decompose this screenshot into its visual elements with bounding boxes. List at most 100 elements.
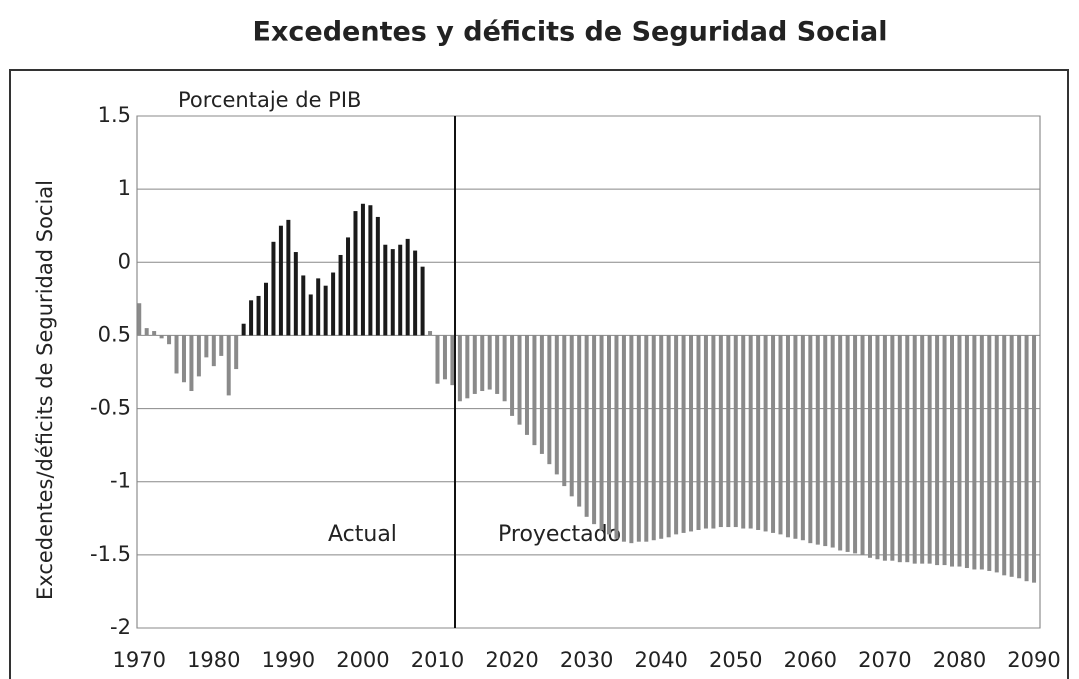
- bar: [413, 250, 418, 336]
- bar: [316, 278, 321, 336]
- bar: [875, 335, 880, 560]
- bar: [144, 328, 149, 336]
- bar: [353, 211, 358, 336]
- x-tick-label: 2080: [933, 648, 986, 672]
- bar: [532, 335, 537, 446]
- x-tick-label: 2010: [411, 648, 464, 672]
- bar: [726, 335, 731, 528]
- bar: [189, 335, 194, 392]
- bar: [815, 335, 820, 545]
- bar: [346, 237, 351, 336]
- bar: [644, 335, 649, 542]
- bar: [845, 335, 850, 552]
- bar: [383, 244, 388, 336]
- bar: [741, 335, 746, 529]
- bar: [964, 335, 969, 569]
- bar: [987, 335, 992, 571]
- x-tick-label: 2040: [634, 648, 687, 672]
- bar: [666, 335, 671, 538]
- bar: [689, 335, 694, 532]
- bar: [920, 335, 925, 564]
- bar: [823, 335, 828, 547]
- bar: [696, 335, 701, 530]
- bar: [681, 335, 686, 533]
- bar: [375, 216, 380, 336]
- y-tick-label: 0: [118, 249, 131, 273]
- bar: [457, 335, 462, 402]
- y-axis-label: Excedentes/déficits de Seguridad Social: [33, 180, 57, 600]
- bar: [882, 335, 887, 561]
- bar: [368, 205, 373, 336]
- bar: [167, 335, 172, 345]
- bar: [1009, 335, 1014, 577]
- x-tick-label: 2060: [784, 648, 837, 672]
- y-tick-label: 0.5: [98, 322, 131, 346]
- annotation: Actual: [328, 522, 397, 547]
- bar: [800, 335, 805, 541]
- bar: [420, 266, 425, 336]
- bar: [360, 203, 365, 336]
- bar: [539, 335, 544, 454]
- bar: [703, 335, 708, 529]
- bar: [398, 244, 403, 336]
- bar: [890, 335, 895, 561]
- bar: [480, 335, 485, 392]
- bar: [241, 323, 246, 336]
- bar: [763, 335, 768, 532]
- bar: [495, 335, 500, 394]
- bar: [867, 335, 872, 558]
- bar: [733, 335, 738, 528]
- bar: [860, 335, 865, 555]
- bar: [569, 335, 574, 497]
- bar: [927, 335, 932, 564]
- bar: [674, 335, 679, 535]
- bar: [651, 335, 656, 541]
- bar: [234, 335, 239, 370]
- chart-title: Excedentes y déficits de Seguridad Socia…: [253, 17, 888, 48]
- bar: [718, 335, 723, 528]
- bar: [547, 335, 552, 465]
- bar: [152, 331, 157, 336]
- y-tick-label: -2: [110, 615, 131, 639]
- bar: [465, 335, 470, 399]
- bar: [748, 335, 753, 529]
- x-tick-label: 1990: [262, 648, 315, 672]
- bar: [510, 335, 515, 416]
- bar: [972, 335, 977, 570]
- x-tick-label: 2090: [1007, 648, 1060, 672]
- x-tick-label: 1970: [113, 648, 166, 672]
- bar: [472, 335, 477, 394]
- bar: [592, 335, 597, 525]
- x-tick-label: 2030: [560, 648, 613, 672]
- y-tick-label: 1.5: [98, 103, 131, 127]
- bar: [897, 335, 902, 563]
- bar: [621, 335, 626, 542]
- bar: [442, 335, 447, 380]
- subtitle: Porcentaje de PIB: [178, 88, 361, 112]
- bar: [428, 331, 433, 336]
- bar: [711, 335, 716, 529]
- y-tick-label: -0.5: [90, 396, 131, 420]
- bar: [562, 335, 567, 487]
- bar: [323, 285, 328, 336]
- y-tick-label: -1.5: [90, 542, 131, 566]
- bar: [159, 335, 164, 339]
- bar: [174, 335, 179, 374]
- bar: [286, 219, 291, 336]
- bar: [830, 335, 835, 548]
- bar: [614, 335, 619, 539]
- bar: [905, 335, 910, 563]
- bar: [912, 335, 917, 564]
- x-tick-label: 2070: [858, 648, 911, 672]
- bar: [577, 335, 582, 507]
- bar: [584, 335, 589, 517]
- x-tick-label: 1980: [187, 648, 240, 672]
- bar: [659, 335, 664, 539]
- bar: [778, 335, 783, 535]
- bar: [785, 335, 790, 538]
- bar: [599, 335, 604, 530]
- bar: [979, 335, 984, 570]
- bar: [756, 335, 761, 530]
- bar: [226, 335, 231, 396]
